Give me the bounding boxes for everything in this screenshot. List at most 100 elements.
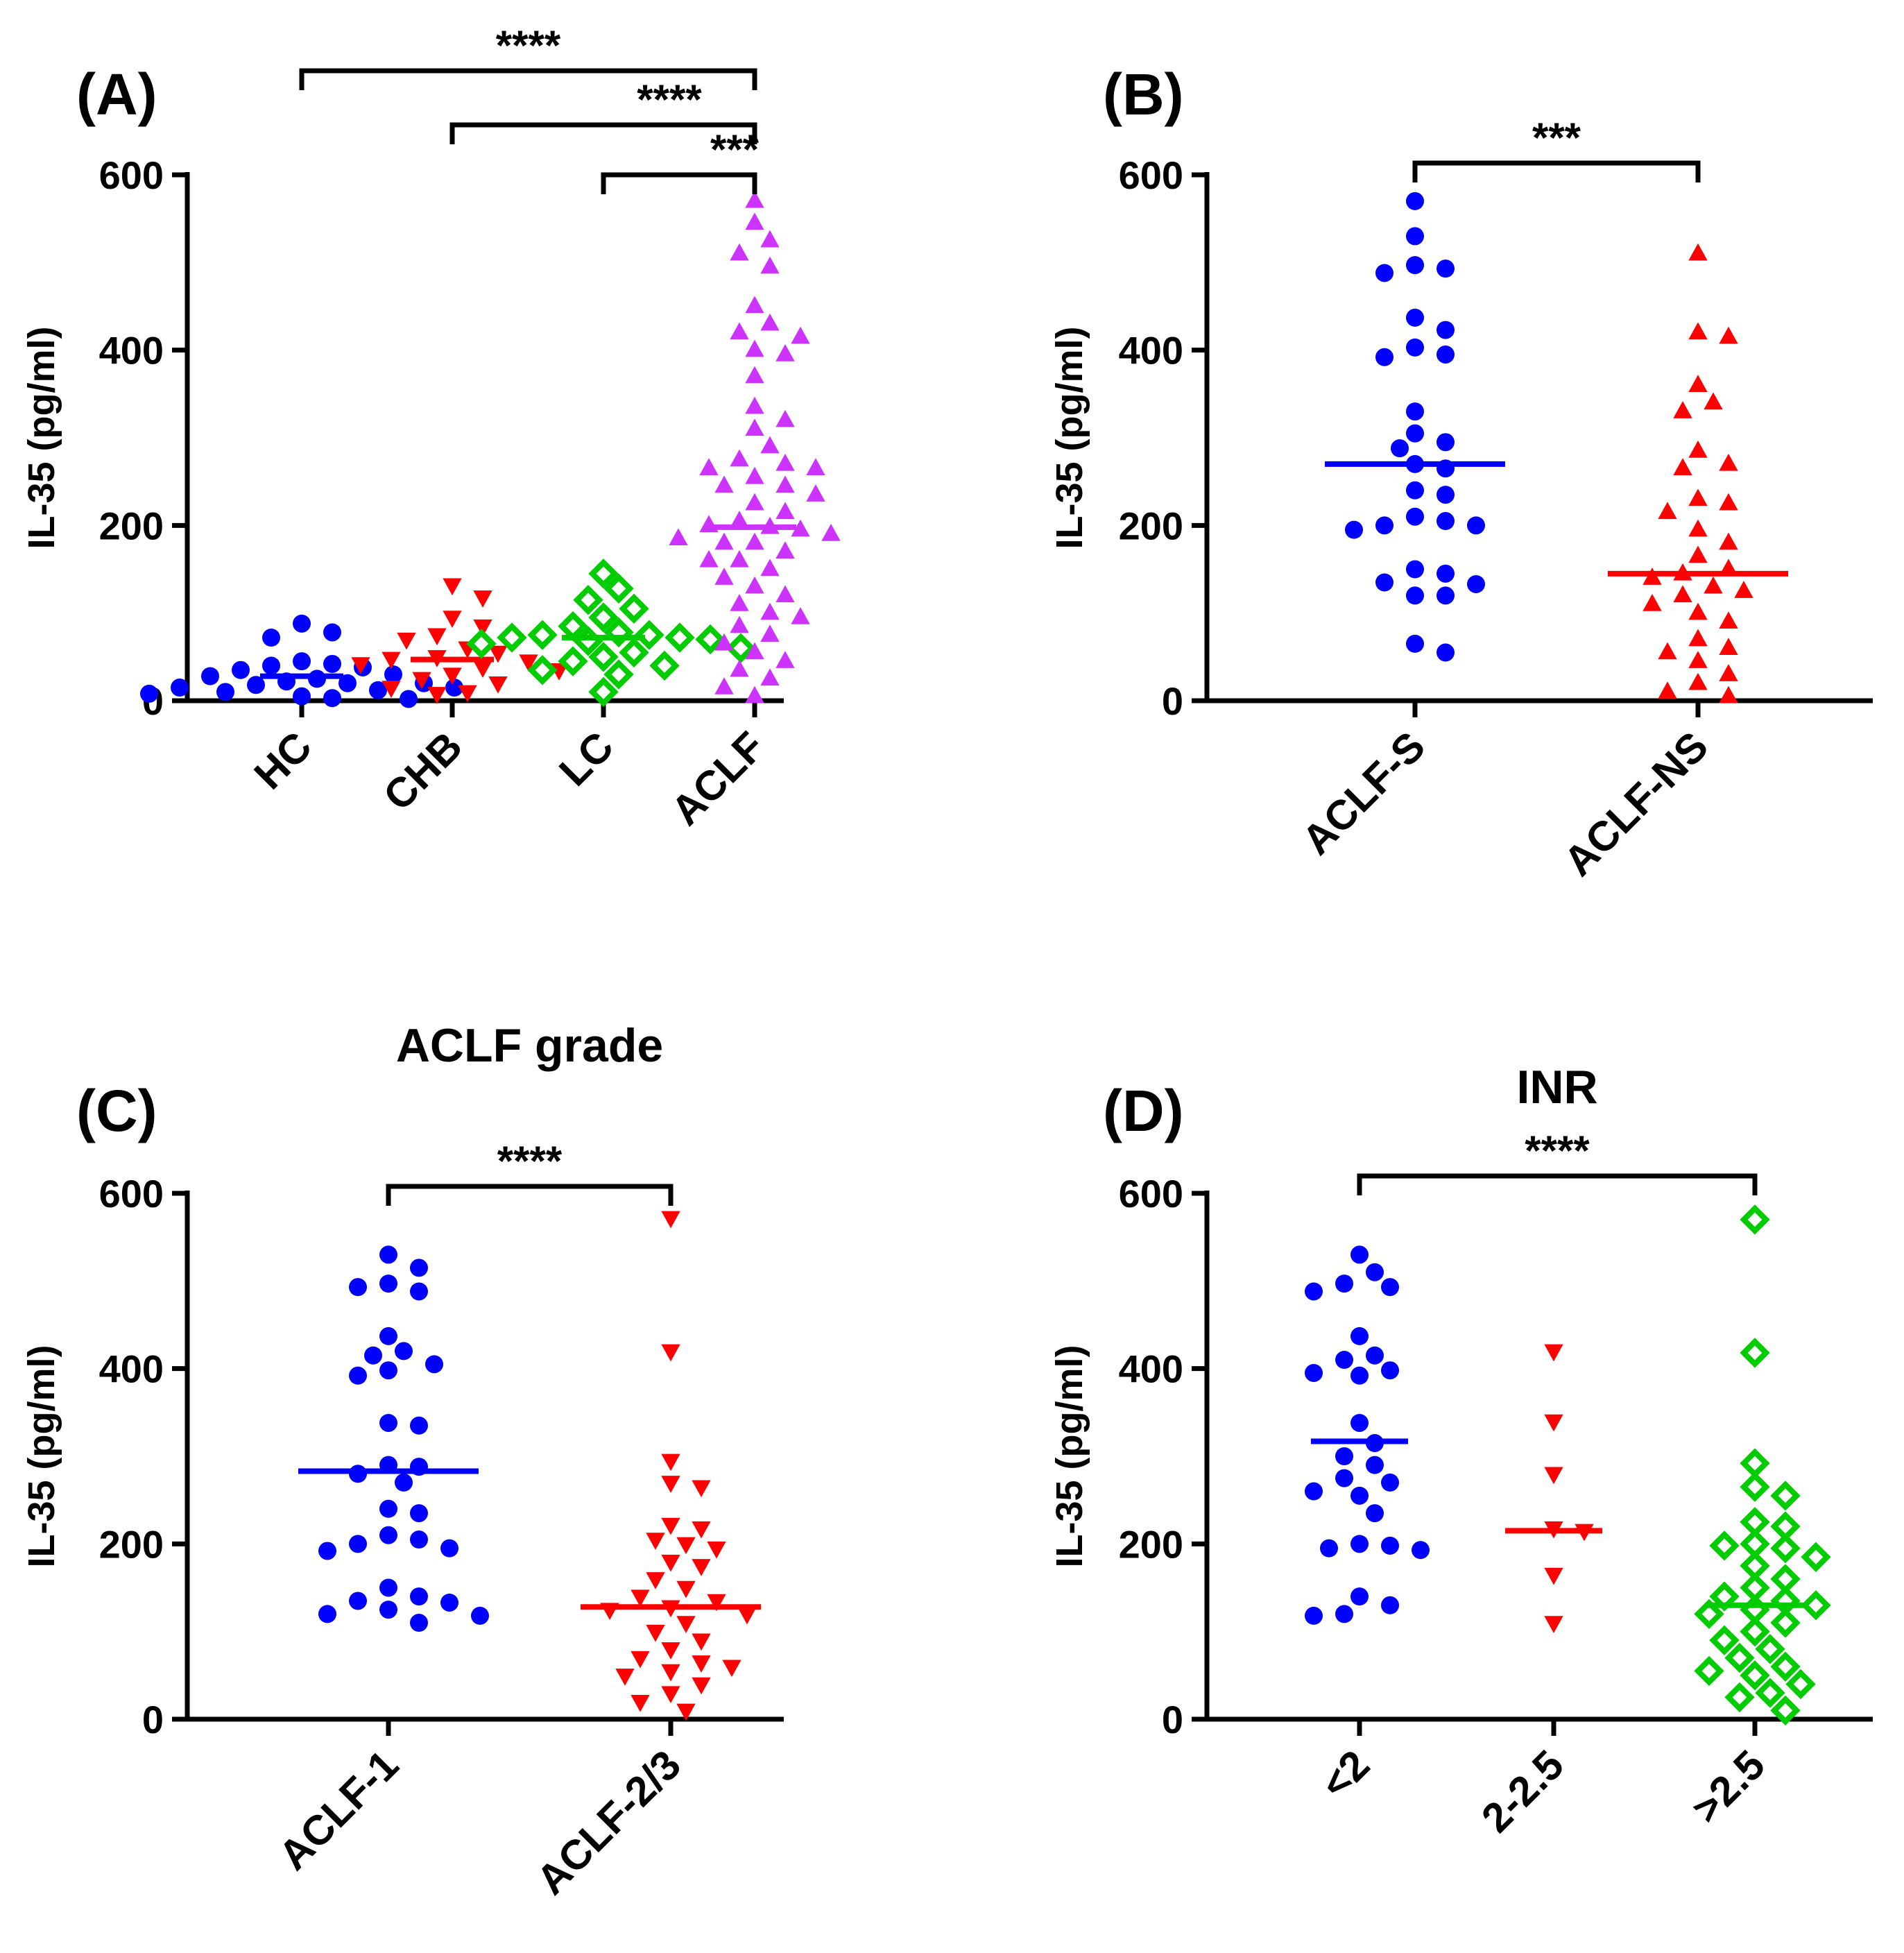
data-point: [730, 449, 749, 467]
data-point: [1688, 545, 1708, 563]
data-point: [760, 230, 780, 248]
data-point: [410, 1282, 428, 1301]
data-point: [791, 607, 810, 624]
data-point: [699, 549, 719, 568]
data-point: [440, 1593, 458, 1612]
data-point: [1801, 1542, 1831, 1572]
panel-label: (C): [76, 1078, 157, 1143]
data-point: [1740, 1448, 1770, 1478]
data-point: [400, 690, 418, 708]
x-tick-label: ACLF-NS: [1555, 723, 1717, 885]
y-axis-label: IL-35 (pg/ml): [21, 1345, 62, 1568]
data-point: [349, 1535, 367, 1553]
panel-title: ACLF grade: [396, 1019, 663, 1072]
data-point: [379, 1413, 397, 1432]
data-point: [527, 620, 558, 650]
data-point: [381, 651, 401, 670]
data-point: [293, 652, 311, 671]
series-HC: [140, 614, 463, 708]
data-point: [1320, 1539, 1338, 1558]
data-point: [646, 1533, 665, 1550]
series-ACLF-1: [298, 1245, 489, 1632]
data-point: [634, 620, 664, 650]
x-tick-label: LC: [550, 723, 622, 795]
data-point: [1755, 1634, 1785, 1664]
data-point: [1719, 453, 1738, 471]
y-tick-label: 200: [1119, 504, 1183, 547]
data-point: [1688, 519, 1708, 537]
data-point: [707, 1541, 726, 1559]
data-point: [775, 585, 795, 603]
data-point: [631, 1589, 650, 1607]
significance-label: ***: [1532, 114, 1581, 161]
data-point: [1688, 651, 1708, 668]
data-point: [664, 622, 695, 653]
data-point: [699, 458, 719, 475]
data-point: [791, 326, 810, 344]
data-point: [293, 614, 311, 633]
data-point: [440, 1539, 458, 1558]
data-point: [737, 1607, 757, 1625]
y-tick-label: 400: [1119, 1347, 1183, 1391]
data-point: [1770, 1651, 1801, 1682]
data-point: [760, 668, 780, 686]
data-point: [1305, 1606, 1323, 1625]
data-point: [1335, 1447, 1353, 1465]
data-point: [730, 615, 749, 633]
data-point: [730, 549, 749, 568]
data-point: [661, 1344, 680, 1362]
panel-label: (A): [76, 62, 157, 127]
data-point: [1688, 602, 1708, 620]
data-point: [1688, 672, 1708, 690]
data-point: [1406, 227, 1424, 246]
data-point: [1436, 486, 1455, 504]
series-ACLF-2/3: [581, 1211, 761, 1721]
data-point: [381, 681, 401, 698]
data-point: [1406, 634, 1424, 653]
data-point: [1305, 1363, 1323, 1382]
data-point: [730, 594, 749, 611]
data-point: [318, 1605, 336, 1623]
y-tick-label: 400: [99, 329, 164, 373]
data-point: [1406, 424, 1424, 443]
data-point: [730, 511, 749, 528]
series-ACLF: [669, 190, 841, 703]
data-point: [1704, 392, 1723, 410]
data-point: [473, 660, 492, 678]
data-point: [1719, 664, 1738, 681]
data-point: [714, 633, 734, 651]
data-point: [692, 1559, 711, 1576]
data-point: [806, 484, 825, 502]
data-point: [1673, 585, 1692, 603]
data-point: [201, 667, 219, 685]
data-point: [1770, 1695, 1801, 1726]
data-point: [216, 683, 234, 701]
data-point: [760, 558, 780, 577]
data-point: [646, 1572, 665, 1589]
data-point: [631, 1651, 650, 1669]
data-point: [1467, 574, 1485, 593]
data-point: [410, 1416, 428, 1435]
data-point: [760, 624, 780, 642]
data-point: [445, 679, 463, 697]
data-point: [760, 313, 780, 331]
y-tick-label: 600: [99, 153, 164, 197]
series-2-2.5: [1505, 1344, 1602, 1633]
data-point: [745, 532, 764, 550]
data-point: [1406, 191, 1424, 210]
data-point: [760, 436, 780, 454]
data-point: [745, 339, 764, 357]
x-tick-label: <2: [1312, 1741, 1378, 1808]
data-point: [140, 684, 158, 703]
data-point: [293, 687, 311, 706]
data-point: [1350, 1245, 1369, 1264]
data-point: [745, 418, 764, 436]
data-point: [519, 654, 538, 672]
data-point: [676, 1703, 696, 1721]
data-point: [714, 677, 734, 694]
data-point: [714, 475, 734, 493]
x-tick-label: ACLF-1: [270, 1741, 407, 1879]
data-point: [395, 1473, 413, 1492]
data-point: [379, 1499, 397, 1518]
data-point: [775, 475, 795, 493]
